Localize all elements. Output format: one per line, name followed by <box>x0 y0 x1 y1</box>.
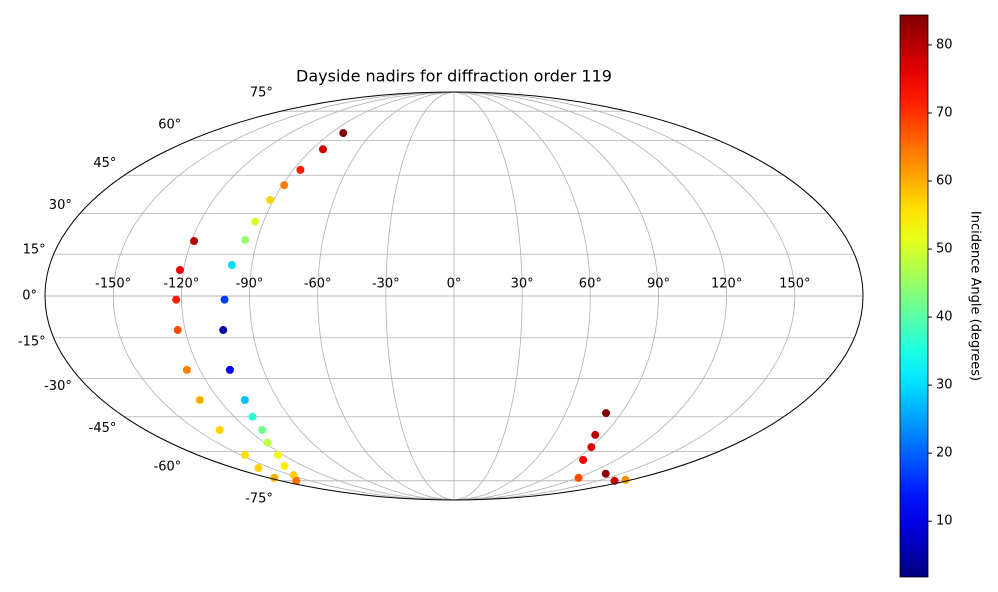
point <box>601 469 610 478</box>
x-tick-label: 150° <box>779 277 810 292</box>
colorbar-tick-label: 30 <box>936 378 953 393</box>
point <box>258 426 267 435</box>
y-tick-label: -15° <box>18 334 46 349</box>
point <box>339 129 348 138</box>
point <box>173 326 182 335</box>
y-tick-label: -60° <box>154 459 182 474</box>
point <box>241 235 250 244</box>
chart-title: Dayside nadirs for diffraction order 119 <box>296 67 612 86</box>
point <box>280 462 289 471</box>
x-tick-label: 90° <box>647 277 670 292</box>
x-tick-label: 30° <box>511 277 534 292</box>
y-tick-label: -30° <box>44 379 72 394</box>
colorbar-tick-label: 80 <box>936 37 953 52</box>
point <box>270 473 279 482</box>
y-tick-label: 75° <box>250 86 273 101</box>
point <box>587 443 596 452</box>
point <box>225 365 234 374</box>
point <box>182 365 191 374</box>
point <box>251 217 260 226</box>
point <box>274 450 283 459</box>
point <box>280 181 289 190</box>
colorbar-tick-label: 50 <box>936 242 953 257</box>
grid <box>45 91 863 501</box>
point <box>215 426 224 435</box>
y-tick-label: 30° <box>49 198 72 213</box>
x-tick-label: -60° <box>304 277 332 292</box>
point <box>296 165 305 174</box>
points <box>172 129 630 485</box>
point <box>591 430 600 439</box>
point <box>172 295 181 304</box>
x-tick-label: 120° <box>711 277 742 292</box>
colorbar-tick-label: 70 <box>936 105 953 120</box>
x-tick-label: -150° <box>95 277 131 292</box>
y-tick-label: 15° <box>23 243 46 258</box>
point <box>248 412 257 421</box>
point <box>574 473 583 482</box>
x-tick-label: -30° <box>372 277 400 292</box>
y-tick-label: -75° <box>245 491 273 506</box>
point <box>602 409 611 418</box>
x-tick-label: 60° <box>579 277 602 292</box>
point <box>579 455 588 464</box>
point <box>292 476 301 485</box>
point <box>254 463 263 472</box>
point <box>220 295 229 304</box>
point <box>318 145 327 154</box>
point <box>621 475 630 484</box>
colorbar-tick-label: 40 <box>936 310 953 325</box>
x-tick-label: -90° <box>236 277 264 292</box>
y-tick-label: -45° <box>89 421 117 436</box>
point <box>195 396 204 405</box>
colorbar-tick-label: 60 <box>936 174 953 189</box>
map-boundary <box>44 91 864 501</box>
x-tick-label: -120° <box>163 277 199 292</box>
y-tick-label: 60° <box>158 118 181 133</box>
colorbar <box>899 14 929 578</box>
colorbar-tick-label: 20 <box>936 446 953 461</box>
point <box>219 326 228 335</box>
y-tick-label: 45° <box>93 156 116 171</box>
point <box>241 450 250 459</box>
x-tick-label: 0° <box>447 277 462 292</box>
colorbar-label: Incidence Angle (degrees) <box>968 211 983 381</box>
colorbar-tick-label: 10 <box>936 514 953 529</box>
point <box>190 237 199 246</box>
point <box>266 195 275 204</box>
point <box>227 261 236 270</box>
y-tick-label: 0° <box>22 289 37 304</box>
point <box>240 396 249 405</box>
point <box>263 438 272 447</box>
point <box>175 266 184 275</box>
